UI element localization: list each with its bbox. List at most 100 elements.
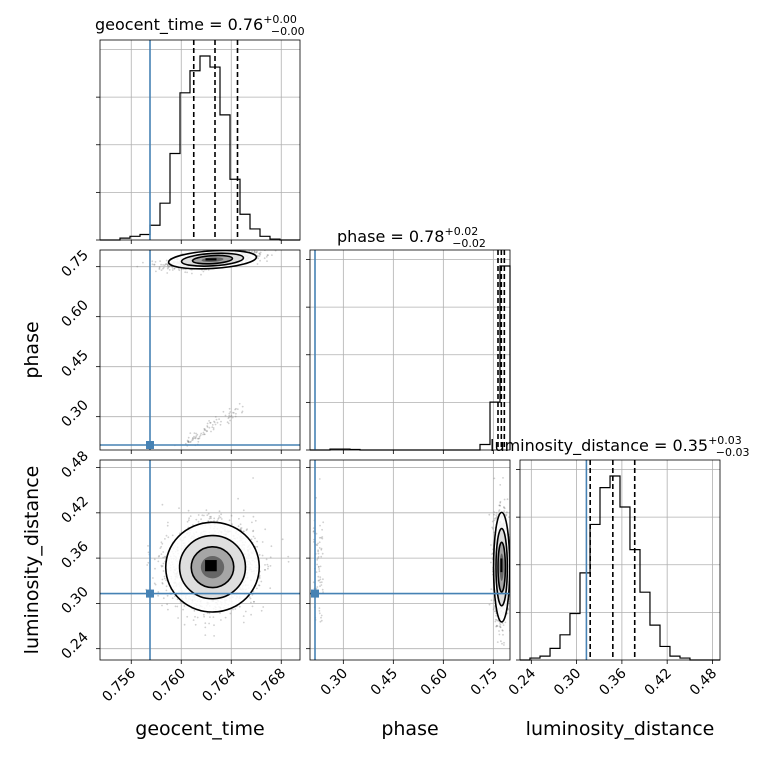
sample-point: [259, 259, 261, 262]
sample-point: [241, 411, 243, 414]
sample-point: [166, 264, 169, 266]
sample-point: [147, 545, 149, 547]
sample-point: [197, 437, 199, 440]
sample-point: [153, 263, 156, 266]
sample-point: [213, 624, 215, 627]
sample-point: [218, 517, 220, 519]
sample-point: [501, 629, 504, 632]
sample-point: [252, 530, 254, 533]
sample-point: [512, 600, 514, 602]
sample-point: [189, 441, 192, 443]
sample-point: [178, 507, 180, 509]
sample-point: [216, 421, 219, 424]
sample-point: [256, 250, 258, 253]
sample-point: [503, 506, 505, 508]
sample-point: [187, 441, 190, 443]
sample-point: [174, 605, 177, 608]
sample-point: [258, 554, 261, 556]
sample-point: [187, 440, 189, 443]
sample-point: [506, 498, 509, 501]
sample-point: [511, 577, 513, 579]
sample-point: [187, 440, 190, 443]
sample-point: [255, 251, 258, 254]
sample-point: [219, 423, 222, 426]
sample-point: [499, 623, 502, 626]
sample-point: [182, 608, 185, 611]
sample-point: [165, 579, 168, 582]
grid-lines: [100, 250, 300, 450]
sample-point: [213, 635, 216, 637]
sample-point: [240, 527, 243, 529]
sample-point: [228, 412, 231, 415]
sample-point: [212, 616, 215, 618]
sample-point: [197, 514, 200, 516]
sample-point: [158, 554, 161, 557]
sample-point: [269, 565, 272, 567]
sample-point: [171, 534, 174, 537]
sample-point: [203, 428, 206, 430]
scatter-panel-geocent-time-phase: 0.300.450.600.75: [58, 247, 301, 454]
sample-point: [259, 253, 262, 256]
density-contour: [167, 250, 258, 270]
sample-point: [206, 425, 209, 427]
sample-point: [207, 512, 210, 515]
sample-point: [266, 563, 269, 566]
sample-point: [495, 516, 497, 519]
sample-point: [206, 514, 209, 516]
hist-panel-geocent-time: [96, 39, 301, 244]
sample-point: [187, 441, 190, 443]
sample-point: [191, 272, 193, 275]
sample-point: [248, 596, 251, 598]
sample-point: [213, 420, 215, 423]
sample-point: [264, 564, 266, 566]
sample-point: [256, 254, 259, 257]
sample-point: [244, 610, 247, 613]
sample-point: [220, 513, 223, 516]
sample-point: [154, 583, 157, 586]
sample-point: [171, 269, 174, 271]
sample-point: [258, 255, 261, 257]
sample-point: [147, 561, 150, 564]
sample-point: [163, 577, 166, 580]
sample-point: [161, 503, 164, 506]
sample-point: [157, 555, 160, 558]
sample-point: [197, 437, 200, 440]
sample-point: [494, 618, 497, 621]
sample-point: [161, 582, 164, 584]
sample-point: [204, 622, 207, 625]
sample-point: [206, 430, 209, 432]
sample-point: [160, 553, 163, 555]
sample-points: [312, 477, 514, 646]
sample-point: [256, 587, 258, 590]
sample-point: [192, 437, 195, 439]
sample-point: [157, 594, 160, 597]
sample-point: [234, 408, 237, 411]
sample-point: [166, 603, 169, 606]
sample-point: [209, 515, 211, 518]
sample-point: [165, 259, 168, 262]
sample-point: [160, 541, 163, 544]
sample-point: [220, 518, 223, 520]
sample-point: [211, 426, 214, 429]
sample-point: [152, 577, 154, 579]
y-tick-label: 0.30: [58, 584, 91, 617]
sample-point: [250, 538, 253, 541]
sample-point: [256, 545, 259, 548]
sample-point: [505, 513, 508, 516]
sample-point: [242, 515, 245, 518]
y-tick-label: 0.30: [58, 397, 91, 430]
sample-point: [498, 509, 501, 511]
sample-point: [510, 567, 512, 569]
sample-point: [263, 569, 266, 571]
sample-point: [208, 420, 211, 422]
sample-point: [196, 433, 199, 436]
sample-point: [245, 529, 248, 531]
sample-point: [232, 608, 234, 611]
histogram-step: [100, 55, 300, 241]
panel-frame: [99, 39, 301, 241]
sample-point: [498, 504, 501, 507]
sample-point: [151, 260, 154, 263]
y-tick-label: 0.75: [58, 247, 91, 280]
sample-point: [261, 554, 264, 557]
sample-point: [253, 250, 256, 253]
